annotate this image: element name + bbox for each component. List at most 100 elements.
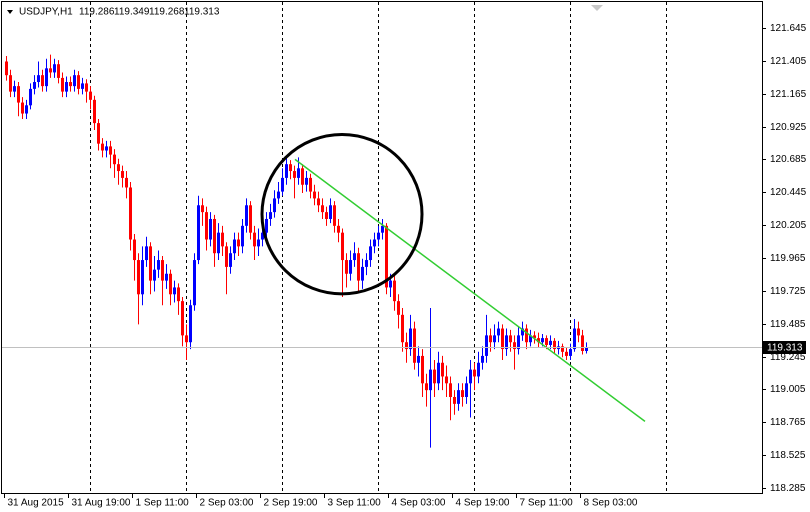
candle-body [473, 369, 476, 377]
candle-body [69, 82, 72, 87]
candle-body [369, 246, 372, 261]
candle-body [541, 338, 544, 343]
candle-body [153, 269, 156, 281]
candle-body [437, 362, 440, 384]
plot-frame [1, 1, 763, 494]
candle-body [337, 225, 340, 233]
candle-body [205, 212, 208, 240]
candle-body [489, 335, 492, 343]
candle-body [93, 99, 96, 124]
candle-body [133, 239, 136, 261]
candle-body [485, 335, 488, 356]
candle-body [577, 328, 580, 336]
y-tick-label: 120.925 [770, 122, 807, 133]
candle-body [197, 205, 200, 261]
price-label: 119.313 [767, 343, 803, 354]
candle-body [445, 376, 448, 384]
candle-body [533, 335, 536, 339]
candle-body [185, 335, 188, 343]
candle-body [37, 75, 40, 83]
candle-body [413, 328, 416, 363]
candle-body [57, 64, 60, 78]
candle-body [377, 232, 380, 240]
candle-body [33, 82, 36, 89]
candle-body [237, 239, 240, 247]
candle-body [501, 328, 504, 350]
candle-body [453, 397, 456, 404]
shift-marker [591, 5, 603, 11]
candle-body [25, 105, 28, 114]
y-tick-label: 120.685 [770, 154, 807, 165]
candle-body [61, 77, 64, 92]
candle-body [561, 346, 564, 352]
candle-body [477, 362, 480, 377]
candle-body [181, 301, 184, 336]
candle-body [233, 239, 236, 254]
candle-body [285, 164, 288, 178]
highlight-circle [260, 132, 424, 296]
candle-body [129, 187, 132, 240]
candle-body [349, 260, 352, 274]
candle-body [421, 355, 424, 384]
candle-body [293, 171, 296, 178]
x-tick-label: 3 Sep 11:00 [328, 498, 382, 509]
candle-body [305, 177, 308, 185]
header-high: 119.349 [114, 7, 150, 18]
candle-body [177, 287, 180, 302]
candle-body [105, 146, 108, 151]
candle-body [405, 342, 408, 350]
candle-body [565, 351, 568, 356]
candle-body [481, 355, 484, 363]
candle-body [253, 232, 256, 247]
candle-body [249, 205, 252, 233]
y-tick-label: 119.725 [770, 286, 806, 297]
candle-body [141, 260, 144, 295]
symbol-label: USDJPY,H1 [19, 7, 73, 18]
header-open: 119.286 [79, 7, 115, 18]
candle-body [469, 369, 472, 384]
candle-body [21, 102, 24, 114]
candle-body [17, 86, 20, 103]
candle-body [277, 191, 280, 199]
candle-body [357, 253, 360, 281]
candle-body [329, 205, 332, 219]
y-tick-label: 121.165 [770, 89, 807, 100]
candle-body [161, 260, 164, 281]
y-tick-label: 118.285 [770, 483, 806, 494]
candle-body [169, 273, 172, 295]
candle-body [77, 75, 80, 89]
candle-body [309, 177, 312, 192]
candle-body [321, 205, 324, 213]
candle-body [265, 218, 268, 233]
candle-body [257, 239, 260, 247]
x-tick-label: 2 Sep 03:00 [200, 498, 254, 509]
candle-body [97, 123, 100, 144]
x-tick-label: 8 Sep 03:00 [584, 498, 638, 509]
x-tick-label: 1 Sep 11:00 [136, 498, 190, 509]
candle-body [225, 246, 228, 267]
candle-body [397, 301, 400, 315]
y-tick-label: 119.245 [770, 352, 806, 363]
y-tick-label: 121.405 [770, 56, 807, 67]
candle-body [65, 82, 68, 92]
y-tick-label: 121.645 [770, 23, 807, 34]
candle-body [297, 168, 300, 178]
candle-body [13, 86, 16, 92]
candle-body [517, 335, 520, 350]
candle-body [273, 198, 276, 213]
candle-body [217, 232, 220, 254]
candle-body [213, 218, 216, 254]
candle-body [301, 168, 304, 185]
candle-body [353, 253, 356, 261]
header-close: 119.313 [184, 7, 220, 18]
candle-body [85, 83, 88, 92]
candle-body [365, 260, 368, 267]
candle-body [73, 75, 76, 87]
candle-body [269, 212, 272, 219]
candle-body [49, 68, 52, 73]
candle-body [221, 232, 224, 247]
y-tick-label: 118.525 [770, 450, 806, 461]
price-label-box [763, 341, 806, 354]
candle-body [553, 340, 556, 350]
